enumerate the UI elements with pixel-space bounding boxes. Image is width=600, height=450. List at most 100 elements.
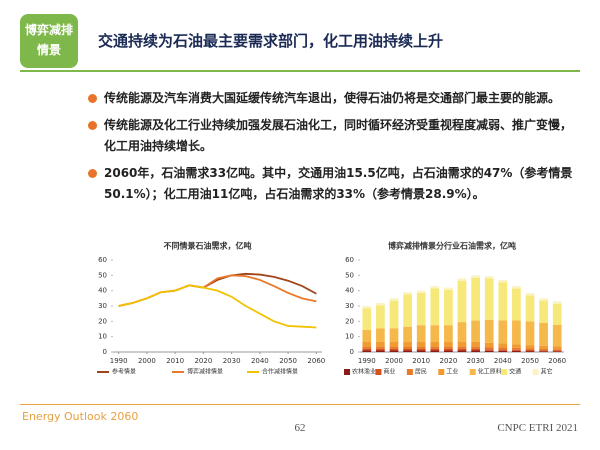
- bar-segment: [539, 298, 548, 301]
- bar-segment: [403, 326, 412, 343]
- bar-segment: [362, 308, 372, 330]
- y-tick-label: 30: [98, 302, 107, 310]
- legend-label: 参考情景: [112, 368, 136, 376]
- x-tick-label: 2030: [223, 357, 241, 365]
- bar-segment: [403, 346, 412, 349]
- bar-segment: [498, 350, 508, 352]
- chart-title: 博弈减排情景分行业石油需求，亿吨: [388, 241, 516, 251]
- bar-segment: [498, 282, 508, 321]
- bar-segment: [539, 300, 548, 323]
- bar-segment: [525, 351, 535, 352]
- logo-text: 博弈减排: [24, 23, 73, 37]
- bar-segment: [430, 346, 440, 349]
- bar-segment: [552, 351, 562, 352]
- bar-segment: [416, 348, 426, 351]
- legend-swatch: [375, 369, 382, 375]
- bar-segment: [498, 279, 508, 283]
- series-line: [118, 284, 317, 329]
- bar-segment: [457, 280, 467, 323]
- legend-swatch: [438, 369, 445, 375]
- bar-segment: [471, 275, 480, 278]
- y-tick-label: 60: [345, 256, 354, 264]
- bar-segment: [430, 342, 440, 347]
- bar-segment: [525, 292, 535, 296]
- bar-segment: [416, 350, 426, 352]
- bar-segment: [512, 288, 521, 321]
- bar-segment: [403, 294, 412, 327]
- bar-segment: [362, 306, 372, 309]
- divider: [20, 70, 580, 72]
- bar-segment: [498, 349, 508, 351]
- x-tick-label: 2040: [251, 357, 269, 365]
- x-tick-label: 1990: [358, 357, 376, 365]
- divider: [20, 404, 580, 405]
- bar-segment: [552, 324, 562, 347]
- legend-swatch: [469, 369, 476, 375]
- bullet: 2060年，石油需求33亿吨。其中，交通用油15.5亿吨，占石油需求的47%（参…: [88, 163, 578, 205]
- bar-segment: [362, 350, 372, 352]
- bar-segment: [457, 342, 467, 347]
- bar-segment: [376, 348, 385, 351]
- bar-segment: [403, 350, 412, 352]
- bar-segment: [471, 342, 480, 347]
- bar-segment: [444, 287, 453, 290]
- y-tick-label: 50: [345, 271, 354, 279]
- x-tick-label: 2000: [138, 357, 156, 365]
- x-tick-label: 2010: [412, 357, 430, 365]
- bar-segment: [376, 328, 385, 343]
- bar-segment: [498, 320, 508, 344]
- slide-title: 交通持续为石油最主要需求部门，化工用油持续上升: [98, 32, 444, 50]
- bar-segment: [389, 346, 399, 349]
- bar-segment: [457, 346, 467, 349]
- x-tick-label: 2060: [307, 357, 325, 365]
- legend-swatch: [344, 369, 350, 375]
- bar-segment: [552, 350, 562, 352]
- bar-segment: [403, 342, 412, 347]
- x-tick-label: 2050: [279, 357, 297, 365]
- x-tick-label: 2040: [494, 357, 512, 365]
- bar-segment: [512, 350, 521, 352]
- bar-segment: [484, 350, 494, 352]
- bar-segment: [498, 347, 508, 350]
- bar-segment: [444, 346, 453, 349]
- legend-label: 工业: [446, 368, 458, 376]
- bar-segment: [444, 348, 453, 351]
- bar-segment: [444, 342, 453, 347]
- x-tick-label: 2060: [548, 357, 566, 365]
- bullet: 传统能源及汽车消费大国延缓传统汽车退出，使得石油仍将是交通部门最主要的能源。: [88, 88, 578, 109]
- bar-segment: [457, 348, 467, 351]
- y-tick-label: 0: [103, 348, 107, 356]
- x-tick-label: 2020: [194, 357, 212, 365]
- bar-segment: [362, 342, 372, 347]
- y-tick-label: 10: [345, 333, 354, 341]
- legend-swatch: [406, 369, 413, 375]
- legend-swatch: [532, 369, 539, 375]
- bar-segment: [484, 342, 494, 348]
- y-tick-label: 0: [350, 348, 354, 356]
- bar-segment: [362, 348, 372, 351]
- bar-segment: [539, 348, 548, 351]
- bar-segment: [430, 348, 440, 351]
- bar-segment: [389, 342, 399, 347]
- bar-segment: [416, 346, 426, 349]
- bar-segment: [484, 347, 494, 350]
- bar-segment: [484, 278, 494, 320]
- bar-segment: [376, 350, 385, 352]
- bar-segment: [444, 325, 453, 343]
- footer-text: Energy Outlook 2060: [22, 410, 139, 423]
- bar-segment: [376, 346, 385, 349]
- legend-label: 商业: [383, 368, 395, 376]
- legend-label: 居民: [415, 369, 427, 376]
- bar-segment: [416, 292, 426, 326]
- legend-swatch: [501, 369, 508, 375]
- bar-segment: [552, 303, 562, 325]
- bar-segment: [552, 349, 562, 351]
- y-tick-label: 30: [345, 302, 354, 310]
- bar-segment: [389, 350, 399, 352]
- bar-segment: [444, 289, 453, 326]
- bar-segment: [430, 286, 440, 289]
- bar-segment: [430, 350, 440, 352]
- y-tick-label: 50: [98, 271, 107, 279]
- bar-segment: [389, 348, 399, 351]
